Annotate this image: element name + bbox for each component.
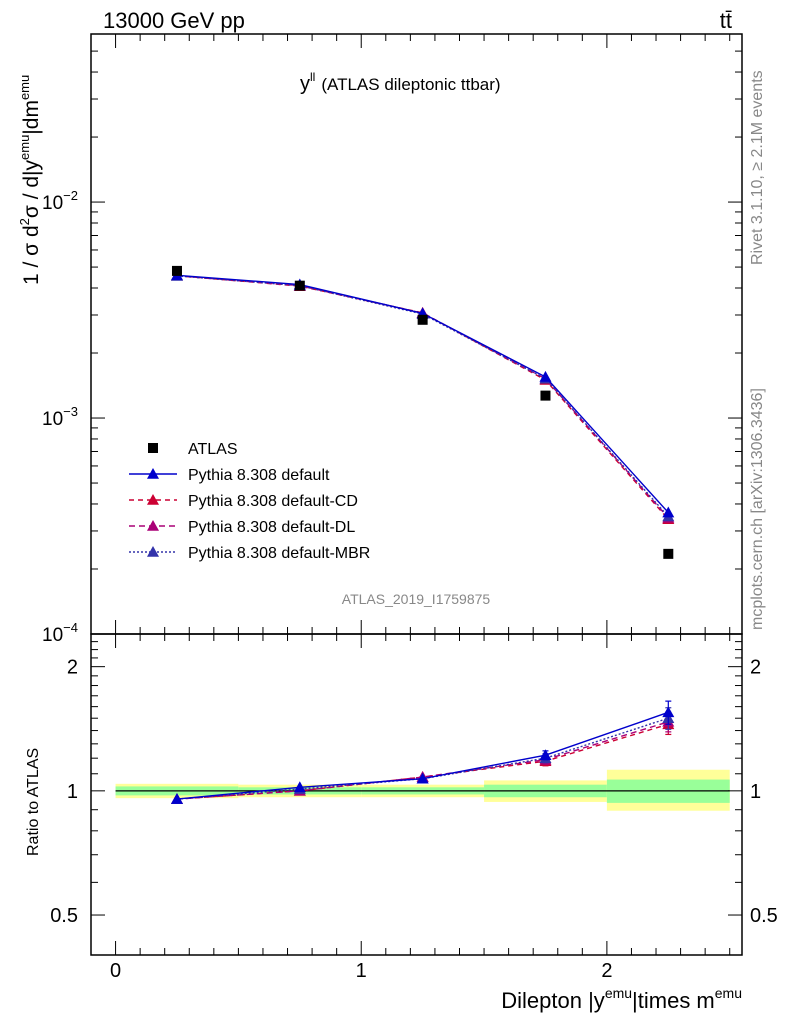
data-point: [663, 548, 674, 559]
ratio-series-point: [416, 772, 429, 784]
legend-label: Pythia 8.308 default-DL: [188, 519, 355, 536]
analysis-id: ATLAS_2019_I1759875: [342, 591, 491, 607]
ylabel-part3: |dm: [20, 100, 43, 135]
ratio-series-point: [539, 749, 552, 761]
ratio-tick-label-right: 0.5: [750, 905, 778, 927]
y-tick-label: 10−4: [42, 620, 78, 646]
main-panel: [90, 33, 743, 635]
ylabel-sup2: emu: [17, 135, 32, 160]
ratio-series-line: [176, 721, 669, 800]
x-tick-label: 0: [110, 960, 121, 982]
legend-marker-atlas: [148, 443, 158, 453]
xlabel-middle: |times m: [632, 988, 715, 1013]
y-tick-label: 10−3: [42, 404, 78, 430]
title-text: (ATLAS dileptonic ttbar): [321, 75, 500, 94]
legend-label: Pythia 8.308 default-MBR: [188, 545, 370, 562]
data-point: [171, 265, 182, 276]
title-symbol-sup: ll: [310, 70, 315, 84]
legend-marker: [147, 546, 159, 557]
xlabel-prefix: Dilepton |y: [501, 988, 605, 1013]
plot-title: yll (ATLAS dileptonic ttbar): [300, 70, 501, 95]
series-point: [539, 370, 552, 382]
ylabel-part1: 1 / σ d: [20, 225, 43, 285]
main-frame: [90, 33, 743, 635]
ratio-tick-label-left: 2: [67, 657, 78, 679]
ratio-tick-label-right: 1: [750, 781, 761, 803]
xlabel-sup1: emu: [605, 985, 632, 1001]
legend: ATLAS Pythia 8.308 default Pythia 8.308 de…: [129, 441, 370, 562]
legend-marker: [147, 468, 159, 479]
process-label: tt̄: [720, 8, 732, 33]
svg-text:yll(ATLAS dileptonic ttbar): yll (ATLAS dileptonic ttbar): [300, 70, 501, 95]
ratio-series-point: [170, 793, 183, 804]
legend-label-atlas: ATLAS: [188, 441, 238, 458]
title-symbol: y: [300, 73, 310, 95]
y-tick-label: 10−2: [42, 188, 78, 214]
data-point: [294, 280, 305, 291]
ratio-tick-label-left: 0.5: [50, 905, 78, 927]
xlabel-sup2: emu: [715, 985, 742, 1001]
ratio-tick-label-left: 1: [67, 781, 78, 803]
ratio-series-point: [293, 781, 306, 793]
ratio-panel: [90, 633, 743, 956]
rivet-label: Rivet 3.1.10, ≥ 2.1M events: [749, 70, 766, 265]
legend-marker: [147, 520, 159, 531]
x-tick-label: 1: [356, 960, 367, 982]
y-axis-label: 1 / σ d2σ / d|yemu|dmemu: [17, 75, 43, 285]
legend-label: Pythia 8.308 default-CD: [188, 493, 358, 510]
legend-label: Pythia 8.308 default: [188, 467, 330, 484]
ratio-tick-label-right: 2: [750, 657, 761, 679]
ratio-frame: [90, 633, 743, 956]
series-point: [662, 506, 675, 518]
ylabel-sup3: emu: [17, 75, 32, 100]
mcplots-label: mcplots.cern.ch [arXiv:1306.3436]: [749, 388, 766, 630]
ylabel-sup1: 2: [17, 218, 32, 225]
x-tick-label: 2: [601, 960, 612, 982]
data-point: [417, 314, 428, 325]
ylabel-part2: σ / d|y: [20, 159, 43, 218]
energy-label: 13000 GeV pp: [103, 8, 245, 33]
ratio-series-point: [662, 706, 675, 718]
ratio-y-label: Ratio to ATLAS: [25, 748, 42, 856]
x-axis-label: Dilepton |yemu|times memu: [501, 985, 742, 1013]
data-point: [540, 390, 551, 401]
legend-marker: [147, 494, 159, 505]
